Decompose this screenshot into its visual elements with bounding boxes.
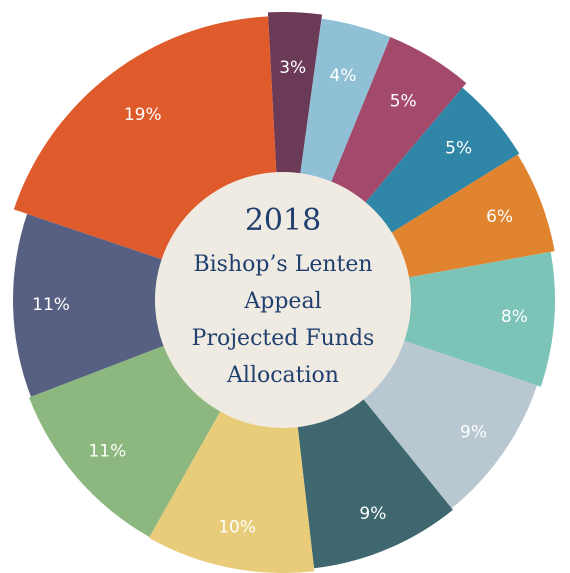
- value-label: 11%: [88, 442, 126, 462]
- value-label: 9%: [460, 422, 487, 442]
- value-label: 5%: [390, 92, 417, 112]
- value-label: 19%: [124, 105, 162, 125]
- subtitle-line: Appeal: [243, 289, 321, 314]
- value-label: 4%: [330, 66, 357, 86]
- value-label: 6%: [486, 207, 513, 227]
- subtitle: Bishop’s Lenten Appeal Projected Funds Allo…: [192, 252, 375, 388]
- wedge: [283, 251, 556, 387]
- wedge: [13, 213, 284, 397]
- value-label: 9%: [359, 504, 386, 524]
- subtitle-line: Bishop’s Lenten: [193, 252, 372, 277]
- subtitle-line: Projected Funds: [192, 326, 375, 351]
- chart-title: 2018: [245, 203, 321, 238]
- value-label: 5%: [445, 138, 472, 158]
- value-label: 11%: [32, 295, 70, 315]
- value-label: 8%: [501, 307, 528, 327]
- center-disc: [155, 172, 411, 428]
- value-label: 10%: [218, 517, 256, 537]
- value-label: 3%: [279, 58, 306, 78]
- subtitle-line: Allocation: [226, 363, 339, 388]
